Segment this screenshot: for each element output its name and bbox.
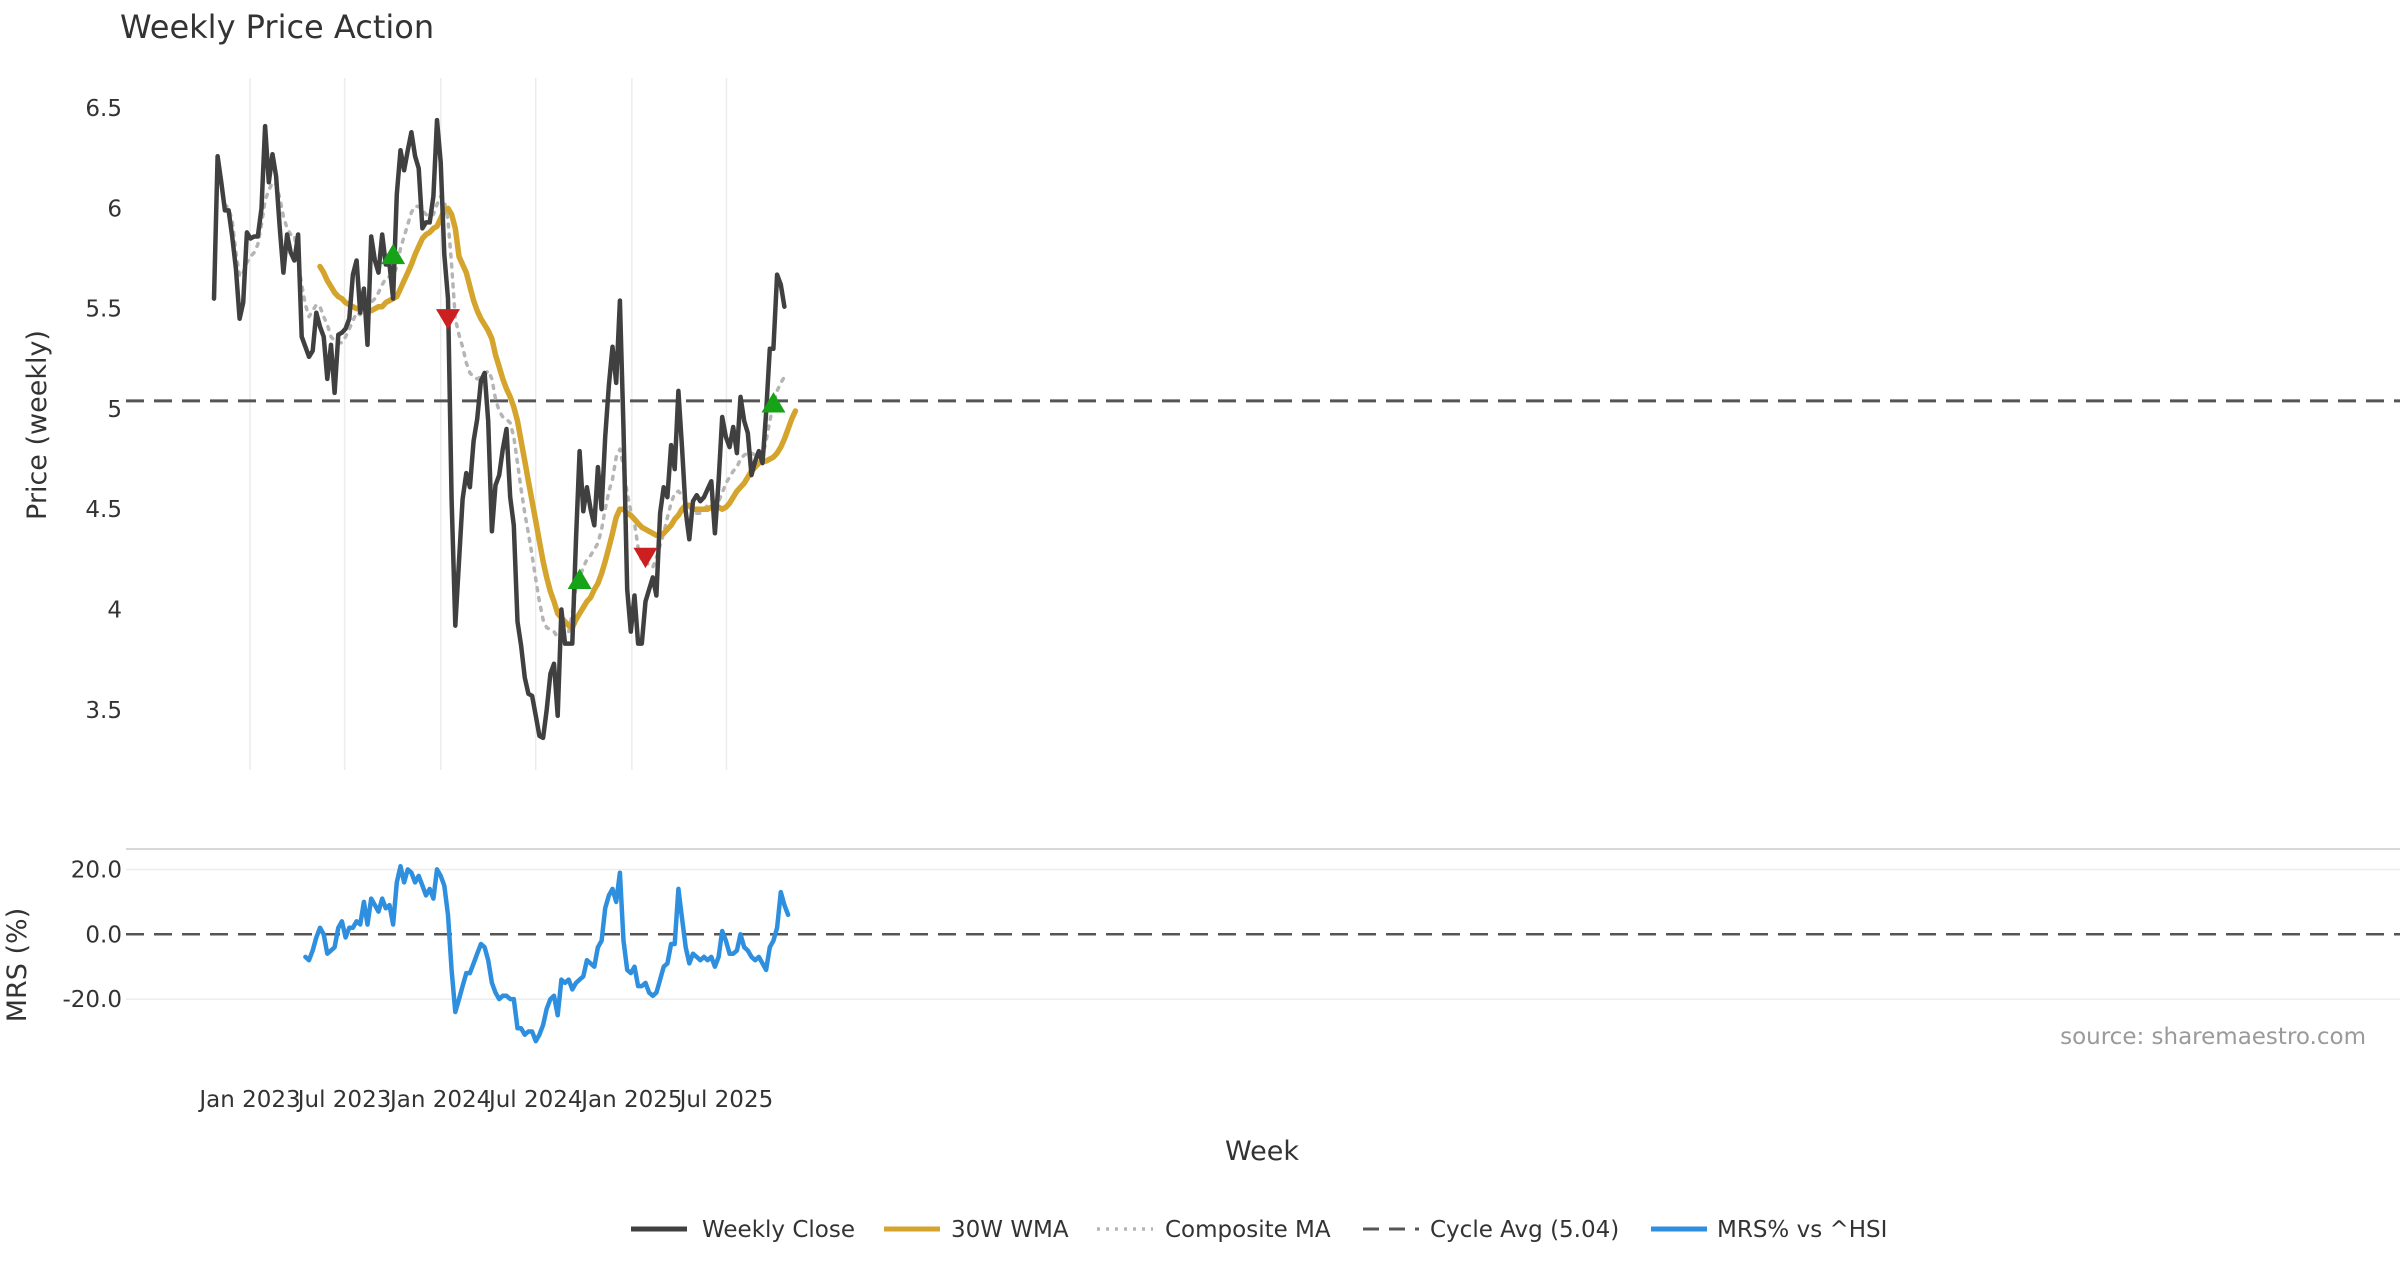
price-y-tick-4: 5.5 — [85, 297, 122, 323]
series-mrs-vs-hsi — [303, 863, 791, 1044]
x-tick-0: Jan 2023 — [197, 1087, 300, 1113]
grid-layer — [126, 78, 2400, 1000]
source-note: source: sharemaestro.com — [2060, 1024, 2366, 1050]
price-y-tick-3: 5 — [107, 397, 122, 423]
buy-marker-4 — [761, 392, 786, 413]
x-axis-title: Week — [1225, 1136, 1299, 1167]
buy-marker-0 — [381, 243, 406, 265]
price-y-tick-6: 6.5 — [85, 96, 122, 122]
mrs-axis-title: MRS (%) — [2, 908, 33, 1023]
signal-markers — [381, 243, 786, 590]
legend-label-4: MRS% vs ^HSI — [1717, 1217, 1887, 1243]
price-y-tick-5: 6 — [107, 196, 122, 222]
legend-label-0: Weekly Close — [702, 1217, 855, 1243]
legend-label-1: 30W WMA — [951, 1217, 1069, 1243]
x-tick-2: Jan 2024 — [388, 1087, 491, 1113]
legend-label-2: Composite MA — [1165, 1217, 1331, 1243]
series-layer — [211, 117, 799, 1044]
series-weekly-close — [211, 117, 787, 741]
price-axis-title: Price (weekly) — [22, 330, 53, 520]
legend: Weekly Close 30W WMA Composite MA Cycle Avg… — [631, 1217, 1887, 1243]
legend-label-3: Cycle Avg (5.04) — [1430, 1217, 1619, 1243]
chart-title: Weekly Price Action — [120, 8, 434, 46]
buy-marker-2 — [567, 568, 592, 590]
mrs-y-tick-2: -20.0 — [62, 987, 122, 1013]
reference-lines — [126, 399, 2400, 936]
price-y-tick-0: 3.5 — [85, 698, 122, 724]
mrs-y-tick-0: 20.0 — [71, 857, 122, 883]
y-tick-labels: 3.5 4 4.5 5 5.5 6 6.5 20.0 0.0 -20.0 — [62, 96, 122, 1013]
x-tick-4: Jan 2025 — [579, 1087, 682, 1113]
sell-marker-3 — [633, 547, 658, 569]
x-tick-1: Jul 2023 — [296, 1087, 392, 1113]
x-tick-3: Jul 2024 — [487, 1087, 583, 1113]
x-tick-5: Jul 2025 — [678, 1087, 774, 1113]
price-y-tick-2: 4.5 — [85, 497, 122, 523]
sell-marker-1 — [435, 309, 460, 330]
price-y-tick-1: 4 — [107, 598, 122, 624]
mrs-y-tick-1: 0.0 — [85, 922, 122, 948]
series-composite-ma — [223, 180, 787, 640]
